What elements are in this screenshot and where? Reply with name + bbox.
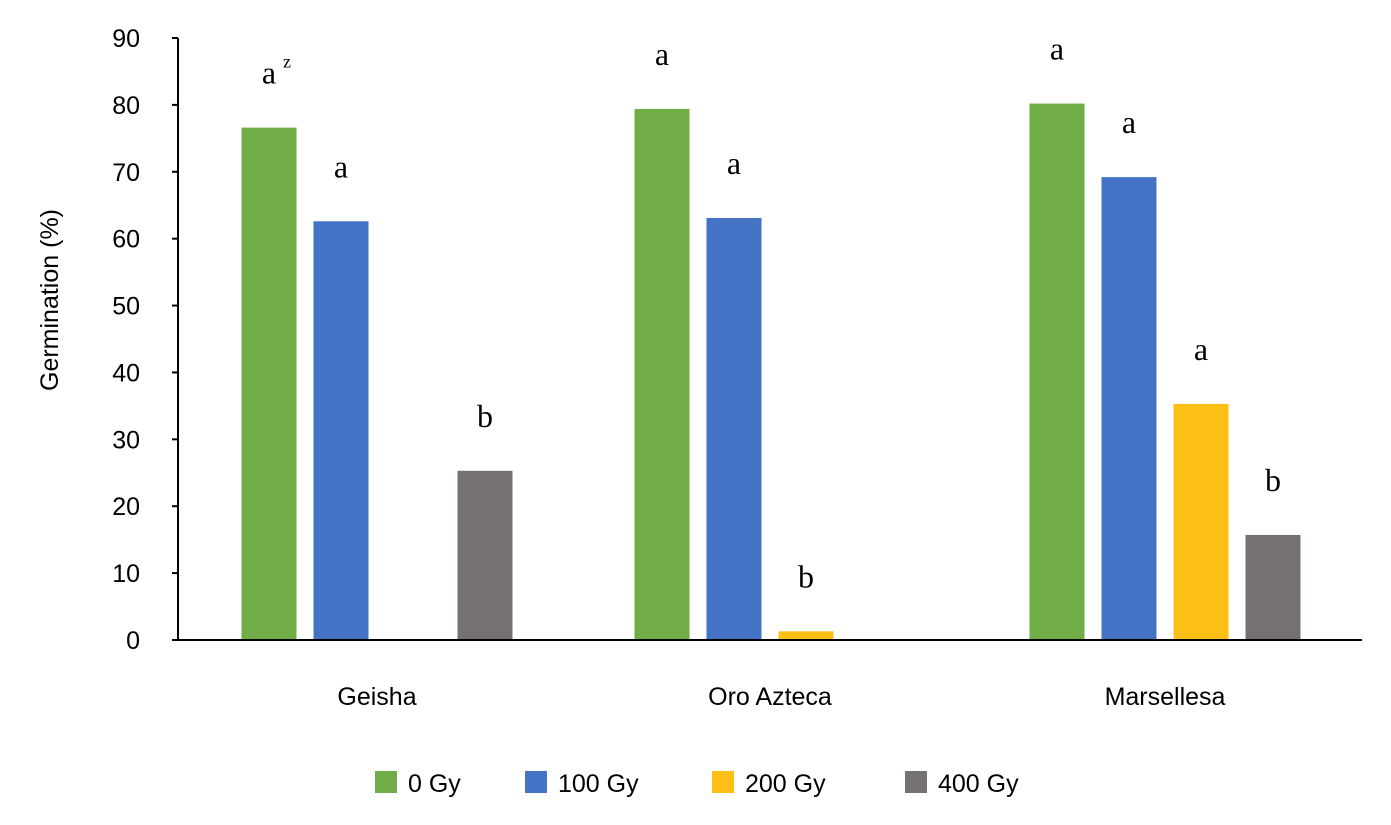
significance-letter: a	[262, 55, 276, 91]
legend-label: 400 Gy	[938, 770, 1019, 798]
y-axis-ticks: 0 10 20 30 40 50 60 70 80 90	[112, 25, 178, 655]
y-tick-label: 30	[112, 426, 140, 454]
x-category-label: Oro Azteca	[708, 683, 832, 711]
significance-letter: b	[477, 398, 493, 434]
bar-marsellesa-400-gy	[1245, 534, 1301, 640]
significance-letter: a	[1050, 31, 1064, 67]
significance-letter: a	[334, 148, 348, 184]
bar-marsellesa-200-gy	[1173, 403, 1229, 640]
legend-label: 0 Gy	[408, 770, 461, 798]
legend-label: 100 Gy	[558, 770, 639, 798]
y-tick-label: 0	[126, 627, 140, 655]
bar-marsellesa-0-gy	[1029, 103, 1085, 641]
y-tick-label: 80	[112, 92, 140, 120]
significance-letter: a	[655, 36, 669, 72]
significance-letter: a	[1122, 104, 1136, 140]
bars	[241, 103, 1301, 641]
legend-swatch	[375, 771, 397, 793]
bar-marsellesa-100-gy	[1101, 177, 1157, 640]
y-tick-label: 10	[112, 560, 140, 588]
legend: 0 Gy 100 Gy 200 Gy 400 Gy	[375, 770, 1019, 798]
y-tick-label: 40	[112, 359, 140, 387]
significance-letter: b	[1265, 462, 1281, 498]
y-tick-label: 70	[112, 159, 140, 187]
bar-geisha-400-gy	[457, 470, 513, 640]
y-tick-label: 50	[112, 293, 140, 321]
category-labels: Geisha Oro Azteca Marsellesa	[337, 683, 1225, 711]
significance-letter: a	[727, 145, 741, 181]
significance-superscript: z	[283, 52, 291, 72]
legend-swatch	[712, 771, 734, 793]
bar-oro-azteca-100-gy	[706, 217, 762, 641]
y-tick-label: 20	[112, 493, 140, 521]
bar-geisha-100-gy	[313, 221, 369, 640]
significance-letter: b	[798, 558, 814, 594]
y-tick-label: 60	[112, 226, 140, 254]
y-tick-label: 90	[112, 25, 140, 53]
legend-swatch	[525, 771, 547, 793]
y-axis-title: Germination (%)	[36, 209, 64, 391]
legend-label: 200 Gy	[745, 770, 826, 798]
x-category-label: Marsellesa	[1105, 683, 1226, 711]
bar-oro-azteca-200-gy	[778, 631, 834, 640]
bar-geisha-0-gy	[241, 127, 297, 641]
significance-letter: a	[1194, 331, 1208, 367]
legend-swatch	[905, 771, 927, 793]
x-category-label: Geisha	[337, 683, 416, 711]
bar-oro-azteca-0-gy	[634, 108, 690, 640]
